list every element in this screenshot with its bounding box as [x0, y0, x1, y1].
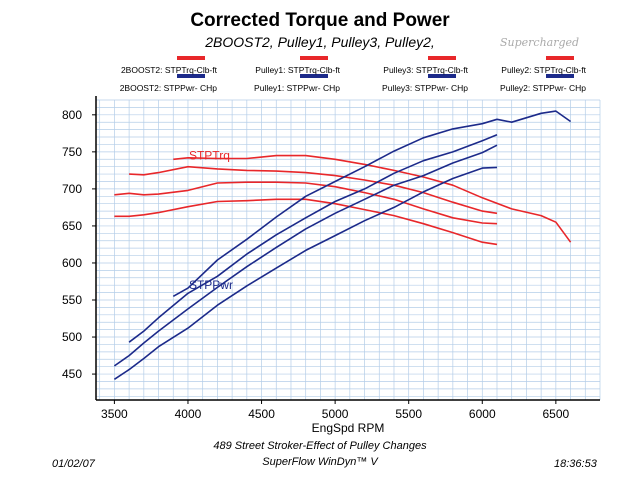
series-line-2 — [114, 198, 498, 246]
x-tick-label: 4500 — [248, 407, 275, 421]
legend-label-torque: Pulley3: STPTrq-Clb-ft — [383, 65, 468, 75]
legend-swatch-power — [546, 74, 574, 78]
legend-label-power: Pulley1: STPPwr- CHp — [254, 83, 340, 93]
legend-item-pulley3: Pulley3: STPTrq-Clb-ft Pulley3: STPPwr- … — [328, 56, 468, 95]
x-tick-label: 5000 — [322, 407, 349, 421]
series-line-3 — [114, 181, 498, 225]
x-axis-label: EngSpd RPM — [312, 421, 385, 435]
legend-swatch-torque — [428, 56, 456, 60]
y-tick-label: 800 — [62, 108, 82, 122]
annotation-torque: STPTrq — [189, 148, 230, 162]
legend-swatch-power — [428, 74, 456, 78]
legend-label-torque: 2BOOST2: STPTrq-Clb-ft — [120, 65, 217, 75]
y-tick-label: 600 — [62, 256, 82, 270]
y-tick-label: 750 — [62, 145, 82, 159]
chart-title: Corrected Torque and Power — [190, 10, 450, 31]
legend-label-torque: Pulley2: STPTrq-Clb-ft — [501, 65, 586, 75]
legend-label-power: Pulley3: STPPwr- CHp — [382, 83, 468, 93]
y-tick-label: 450 — [62, 367, 82, 381]
legend-item-2boost2: 2BOOST2: STPTrq-Clb-ft 2BOOST2: STPPwr- … — [77, 56, 217, 95]
legend-item-pulley2: Pulley2: STPTrq-Clb-ft Pulley2: STPPwr- … — [446, 56, 586, 95]
y-tick-label: 700 — [62, 182, 82, 196]
y-tick-label: 500 — [62, 330, 82, 344]
y-tick-label: 650 — [62, 219, 82, 233]
x-tick-label: 5500 — [395, 407, 422, 421]
footer-time: 18:36:53 — [554, 458, 597, 470]
series-line-8 — [172, 110, 572, 297]
legend-label-torque: Pulley1: STPTrq-Clb-ft — [255, 65, 340, 75]
series-line-4 — [173, 154, 572, 243]
annotation-power: STPPwr — [189, 278, 233, 292]
legend-swatch-power — [177, 74, 205, 78]
legend-swatch-torque — [300, 56, 328, 60]
legend-swatch-power — [300, 74, 328, 78]
legend-label-power: 2BOOST2: STPPwr- CHp — [119, 83, 217, 93]
legend-swatch-torque — [546, 56, 574, 60]
y-tick-label: 550 — [62, 293, 82, 307]
footer-description: 489 Street Stroker-Effect of Pulley Chan… — [213, 440, 427, 452]
series-line-1 — [129, 165, 498, 215]
series-line-6 — [113, 166, 498, 380]
series-line-7 — [113, 144, 498, 367]
x-tick-label: 6500 — [543, 407, 570, 421]
x-tick-label: 6000 — [469, 407, 496, 421]
legend-label-power: Pulley2: STPPwr- CHp — [500, 83, 586, 93]
legend-item-pulley1: Pulley1: STPTrq-Clb-ft Pulley1: STPPwr- … — [200, 56, 340, 95]
chart-subtitle: 2BOOST2, Pulley1, Pulley3, Pulley2, — [205, 34, 435, 50]
x-tick-label: 4000 — [175, 407, 202, 421]
legend-swatch-torque — [177, 56, 205, 60]
series-line-5 — [128, 134, 498, 343]
footer-software: SuperFlow WinDyn™ V — [262, 456, 378, 468]
footer-date: 01/02/07 — [52, 458, 95, 470]
handwritten-note: Supercharged — [500, 36, 580, 49]
x-tick-label: 3500 — [101, 407, 128, 421]
